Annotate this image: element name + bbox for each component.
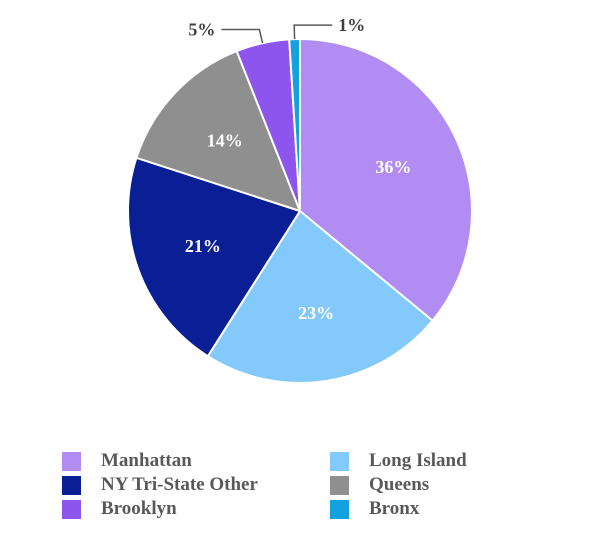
legend: Manhattan Long Island NY Tri-State Other… [62,449,522,521]
legend-item-brooklyn: Brooklyn [62,497,330,521]
legend-item-ny-tri-state-other: NY Tri-State Other [62,473,330,497]
data-label-queens: 14% [207,130,243,150]
pie-slice-long-island [206,210,434,384]
legend-label-manhattan: Manhattan [101,450,192,471]
data-label-ny-tri-state-other: 21% [185,236,221,256]
legend-item-long-island: Long Island [330,449,522,473]
legend-label-ny-tri-state-other: NY Tri-State Other [101,474,258,495]
data-label-bronx: 1% [338,15,365,35]
leader-line-bronx [293,24,333,40]
legend-item-queens: Queens [330,473,522,497]
legend-label-brooklyn: Brooklyn [101,498,177,519]
data-label-long-island: 23% [298,303,334,323]
legend-swatch-brooklyn [62,499,81,519]
data-label-manhattan: 36% [375,157,411,177]
legend-swatch-bronx [330,499,349,519]
legend-label-queens: Queens [369,474,430,495]
leader-line-brooklyn [221,28,264,44]
legend-item-bronx: Bronx [330,497,522,521]
pie-slice-manhattan [299,38,474,322]
legend-swatch-long-island [330,451,349,471]
data-label-brooklyn: 5% [188,20,215,40]
legend-swatch-ny-tri-state-other [62,475,81,495]
pie-slice-ny-tri-state-other [127,156,301,358]
legend-swatch-queens [330,475,349,495]
legend-label-bronx: Bronx [369,498,420,519]
legend-label-long-island: Long Island [369,450,467,471]
legend-item-manhattan: Manhattan [62,449,330,473]
pie-slice-queens [135,50,301,212]
legend-swatch-manhattan [62,451,81,471]
